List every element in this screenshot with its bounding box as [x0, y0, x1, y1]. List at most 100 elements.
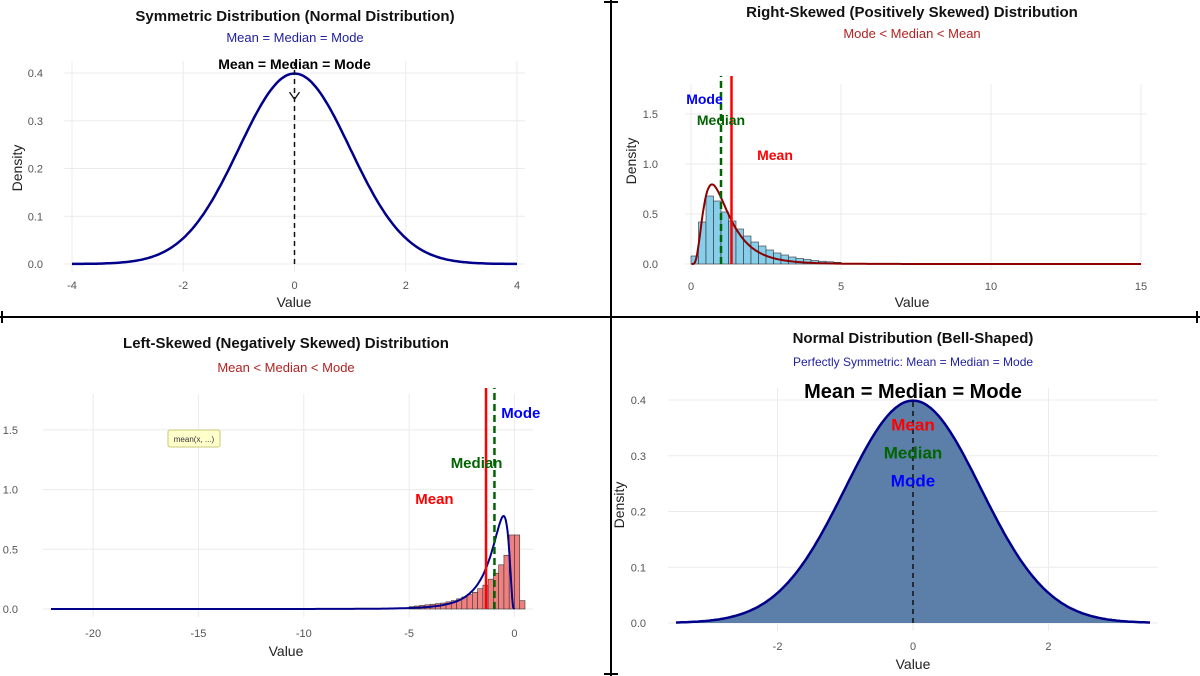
- left-skew-y-ticks: 0.0 0.5 1.0 1.5: [3, 425, 18, 616]
- histogram-bar: [750, 241, 759, 265]
- symmetric-title: Symmetric Distribution (Normal Distribut…: [135, 8, 454, 25]
- x-tick-label: -15: [191, 628, 207, 640]
- y-tick-label: 0.3: [28, 116, 43, 128]
- x-tick-label: 0: [688, 281, 694, 293]
- bell-subtitle: Perfectly Symmetric: Mean = Median = Mod…: [793, 355, 1033, 369]
- x-tick-label: 5: [838, 281, 844, 293]
- symmetric-y-label: Density: [9, 145, 25, 192]
- y-tick-label: 0.4: [28, 68, 43, 80]
- x-tick-label: -4: [67, 280, 77, 292]
- histogram-bar: [705, 195, 714, 265]
- right-skew-gridlines: [685, 84, 1147, 270]
- x-tick-label: 10: [985, 281, 997, 293]
- x-tick-label: -2: [773, 641, 783, 653]
- left-skew-center-lines: [484, 388, 496, 609]
- right-skew-labels: Mode Median Mean: [686, 91, 793, 163]
- y-tick-label: 0.1: [631, 562, 646, 574]
- left-skew-histogram: [408, 534, 526, 610]
- x-tick-label: -5: [404, 628, 414, 640]
- x-tick-label: -20: [85, 628, 101, 640]
- mean-label: Mean: [891, 416, 934, 435]
- right-skew-x-label: Value: [895, 294, 930, 310]
- median-label: Median: [697, 112, 745, 128]
- panel-symmetric: Symmetric Distribution (Normal Distribut…: [9, 8, 525, 310]
- symmetric-annotation: Mean = Median = Mode: [218, 56, 371, 72]
- bell-labels: Mean Median Mode: [884, 416, 943, 491]
- right-skew-title: Right-Skewed (Positively Skewed) Distrib…: [746, 4, 1078, 21]
- mode-label: Mode: [686, 91, 723, 107]
- right-skew-histogram: [690, 195, 842, 265]
- bell-y-label: Density: [611, 482, 627, 529]
- histogram-bar: [477, 588, 484, 610]
- symmetric-arrow-head: [288, 91, 301, 101]
- panel-left-skewed: Left-Skewed (Negatively Skewed) Distribu…: [3, 335, 541, 659]
- right-skew-x-ticks: 0 5 10 15: [688, 281, 1147, 293]
- panel-bell-shaped: Normal Distribution (Bell-Shaped) Perfec…: [611, 330, 1158, 672]
- symmetric-y-ticks: 0.0 0.1 0.2 0.3 0.4: [28, 68, 43, 271]
- y-tick-label: 0.5: [643, 209, 658, 221]
- y-tick-label: 1.0: [643, 159, 658, 171]
- x-tick-label: 2: [1045, 641, 1051, 653]
- right-skew-y-ticks: 0.0 0.5 1.0 1.5: [643, 109, 658, 271]
- left-skew-x-label: Value: [269, 643, 304, 659]
- y-tick-label: 0.0: [643, 259, 658, 271]
- bell-title: Normal Distribution (Bell-Shaped): [793, 330, 1034, 347]
- right-skew-subtitle: Mode < Median < Mean: [843, 26, 980, 41]
- y-tick-label: 0.0: [28, 259, 43, 271]
- histogram-bar: [514, 534, 521, 610]
- y-tick-label: 1.0: [3, 485, 18, 497]
- y-tick-label: 0.5: [3, 544, 18, 556]
- left-skew-subtitle: Mean < Median < Mode: [217, 360, 354, 375]
- bell-x-label: Value: [896, 656, 931, 672]
- x-tick-label: 4: [514, 280, 520, 292]
- x-tick-label: 2: [403, 280, 409, 292]
- x-tick-label: 0: [291, 280, 297, 292]
- symmetric-gridlines: [64, 61, 525, 272]
- histogram-bar: [503, 554, 510, 610]
- left-skew-tooltip: mean(x, ...): [167, 429, 221, 448]
- y-tick-label: 1.5: [3, 425, 18, 437]
- right-skew-density-curve: [691, 183, 1141, 265]
- bell-x-ticks: -2 0 2: [773, 641, 1052, 653]
- symmetric-x-ticks: -4 -2 0 2 4: [67, 280, 520, 292]
- y-tick-label: 0.4: [631, 395, 646, 407]
- panel-right-skewed: Right-Skewed (Positively Skewed) Distrib…: [623, 4, 1147, 310]
- x-tick-label: -2: [178, 280, 188, 292]
- left-skew-tooltip-text: mean(x, ...): [174, 435, 215, 444]
- bell-density-curve: [676, 399, 1150, 624]
- left-skew-labels: Mean Median Mode: [415, 405, 540, 508]
- y-tick-label: 0.1: [28, 211, 43, 223]
- x-tick-label: 0: [511, 628, 517, 640]
- bell-big-annotation: Mean = Median = Mode: [804, 381, 1022, 403]
- left-skew-x-ticks: -20 -15 -10 -5 0: [85, 628, 517, 640]
- median-label: Median: [884, 444, 943, 463]
- mean-label: Mean: [415, 491, 453, 508]
- left-skew-gridlines: [43, 394, 533, 617]
- median-label: Median: [451, 455, 503, 472]
- y-tick-label: 0.2: [28, 164, 43, 176]
- left-skew-title: Left-Skewed (Negatively Skewed) Distribu…: [123, 335, 449, 352]
- symmetric-x-label: Value: [277, 294, 312, 310]
- x-tick-label: 15: [1135, 281, 1147, 293]
- histogram-bar: [713, 200, 722, 265]
- bell-y-ticks: 0.0 0.1 0.2 0.3 0.4: [631, 395, 646, 630]
- right-skew-center-lines: [719, 76, 733, 264]
- y-tick-label: 0.0: [631, 618, 646, 630]
- right-skew-y-label: Density: [623, 138, 639, 185]
- histogram-bar: [487, 578, 494, 610]
- histogram-bar: [498, 564, 505, 610]
- y-tick-label: 1.5: [643, 109, 658, 121]
- x-tick-label: 0: [910, 641, 916, 653]
- y-tick-label: 0.0: [3, 604, 18, 616]
- symmetric-subtitle: Mean = Median = Mode: [226, 30, 363, 45]
- y-tick-label: 0.3: [631, 451, 646, 463]
- histogram-bar: [519, 600, 526, 610]
- y-tick-label: 0.2: [631, 507, 646, 519]
- mean-label: Mean: [757, 147, 793, 163]
- histogram-bar: [466, 594, 473, 610]
- x-tick-label: -10: [296, 628, 312, 640]
- mode-label: Mode: [501, 405, 540, 422]
- mode-label: Mode: [891, 471, 935, 490]
- histogram-bar: [472, 591, 478, 610]
